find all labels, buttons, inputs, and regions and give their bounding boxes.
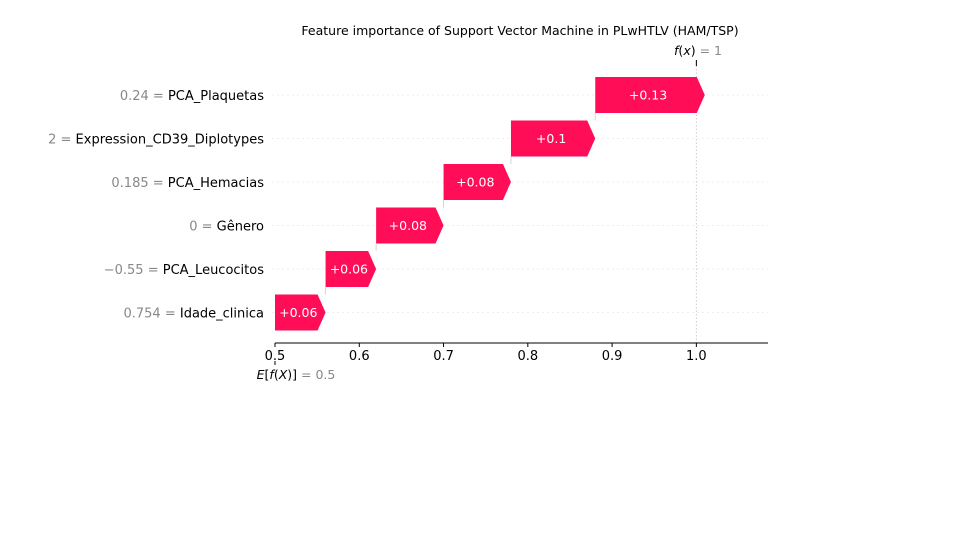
feature-label: 2 = Expression_CD39_Diplotypes [48,133,264,148]
x-tick-label: 0.6 [349,349,370,364]
bar-value-label: +0.13 [629,88,667,103]
output-value: 1 [714,43,722,58]
shap-bar [275,294,326,331]
feature-name: Expression_CD39_Diplotypes [76,133,265,148]
svg-text:f(x) = 1: f(x) = 1 [674,43,722,58]
feature-name: PCA_Hemacias [168,176,264,191]
svg-text:E[f(X)] = 0.5: E[f(X)] = 0.5 [257,367,336,382]
shap-bar [376,207,444,244]
feature-name: Gênero [217,220,264,235]
feature-name: PCA_Plaquetas [168,89,264,104]
bar-value-label: +0.08 [389,218,427,233]
feature-label: 0.754 = Idade_clinica [123,307,264,322]
shap-bar [510,120,596,157]
chart-title: Feature importance of Support Vector Mac… [301,23,738,38]
feature-label: −0.55 = PCA_Leucocitos [104,263,264,278]
feature-value: 0 [189,220,197,235]
feature-value: 0.754 [123,307,160,322]
x-tick-label: 1.0 [686,349,707,364]
feature-value: 0.185 [111,176,148,191]
feature-value: −0.55 [104,263,144,278]
shap-bar [595,77,705,113]
output-value-annotation: f(x) = 1 [674,43,722,58]
feature-label: 0.24 = PCA_Plaquetas [120,89,264,104]
shap-bar [443,164,511,200]
x-tick-label: 0.8 [517,349,538,364]
feature-label: 0 = Gênero [189,220,264,235]
shap-bar [325,251,377,287]
feature-name: Idade_clinica [180,307,264,322]
feature-name: PCA_Leucocitos [163,263,264,278]
bar-value-label: +0.08 [456,175,494,190]
x-tick-label: 0.9 [602,349,623,364]
base-value-annotation: E[f(X)] = 0.5 [257,367,336,382]
base-value: 0.5 [315,367,335,382]
bar-value-label: +0.06 [330,262,368,277]
feature-label: 0.185 = PCA_Hemacias [111,176,264,191]
bar-value-label: +0.06 [279,305,317,320]
x-tick-label: 0.5 [265,349,286,364]
feature-value: 2 [48,133,56,148]
x-tick-label: 0.7 [433,349,454,364]
feature-value: 0.24 [120,89,149,104]
bar-value-label: +0.1 [536,131,566,146]
